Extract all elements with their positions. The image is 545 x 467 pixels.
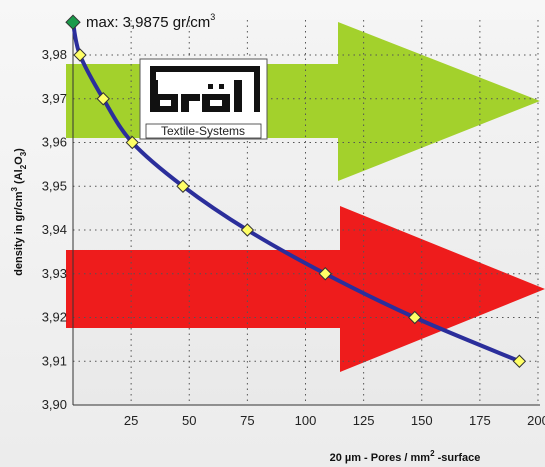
y-tick-label: 3,90 (42, 397, 67, 412)
data-line (71, 20, 522, 364)
y-tick-label: 3,93 (42, 266, 67, 281)
max-annotation: max: 3,9875 gr/cm3 (86, 12, 215, 31)
y-tick-label: 3,91 (42, 353, 67, 368)
y-tick-label: 3,94 (42, 222, 67, 237)
x-tick-label: 50 (182, 413, 196, 428)
y-tick-label: 3,96 (42, 135, 67, 150)
logo-text: Textile-Systems (161, 124, 245, 138)
x-tick-label: 25 (124, 413, 138, 428)
x-tick-label: 75 (240, 413, 254, 428)
tick-labels: 3,90 3,91 3,92 3,93 3,94 3,95 3,96 3,97 3,98 25 50… (42, 47, 545, 428)
x-tick-label: 200 (527, 413, 545, 428)
grid (73, 20, 540, 405)
data-point-marker (176, 179, 190, 193)
x-tick-label: 125 (353, 413, 375, 428)
x-axis-title: 20 µm - Pores / mm2 -surface (330, 449, 481, 464)
data-point-marker (96, 92, 110, 106)
x-tick-label: 175 (469, 413, 491, 428)
data-point-marker (240, 223, 255, 237)
data-point-marker (408, 310, 422, 325)
y-axis-title: density in gr/cm3 (Al2O3) (10, 148, 28, 276)
y-tick-label: 3,97 (42, 91, 67, 106)
y-tick-label: 3,95 (42, 178, 67, 193)
x-tick-label: 150 (411, 413, 433, 428)
y-tick-label: 3,92 (42, 310, 67, 325)
max-point-marker (65, 14, 81, 30)
x-tick-label: 100 (295, 413, 317, 428)
data-point-marker (73, 48, 87, 62)
data-markers (65, 14, 527, 368)
data-point-marker (512, 354, 527, 368)
y-tick-label: 3,98 (42, 47, 67, 62)
logo: Textile-Systems (139, 58, 268, 140)
data-point-marker (318, 267, 332, 281)
red-arrow (66, 206, 545, 372)
data-point-marker (125, 135, 139, 150)
